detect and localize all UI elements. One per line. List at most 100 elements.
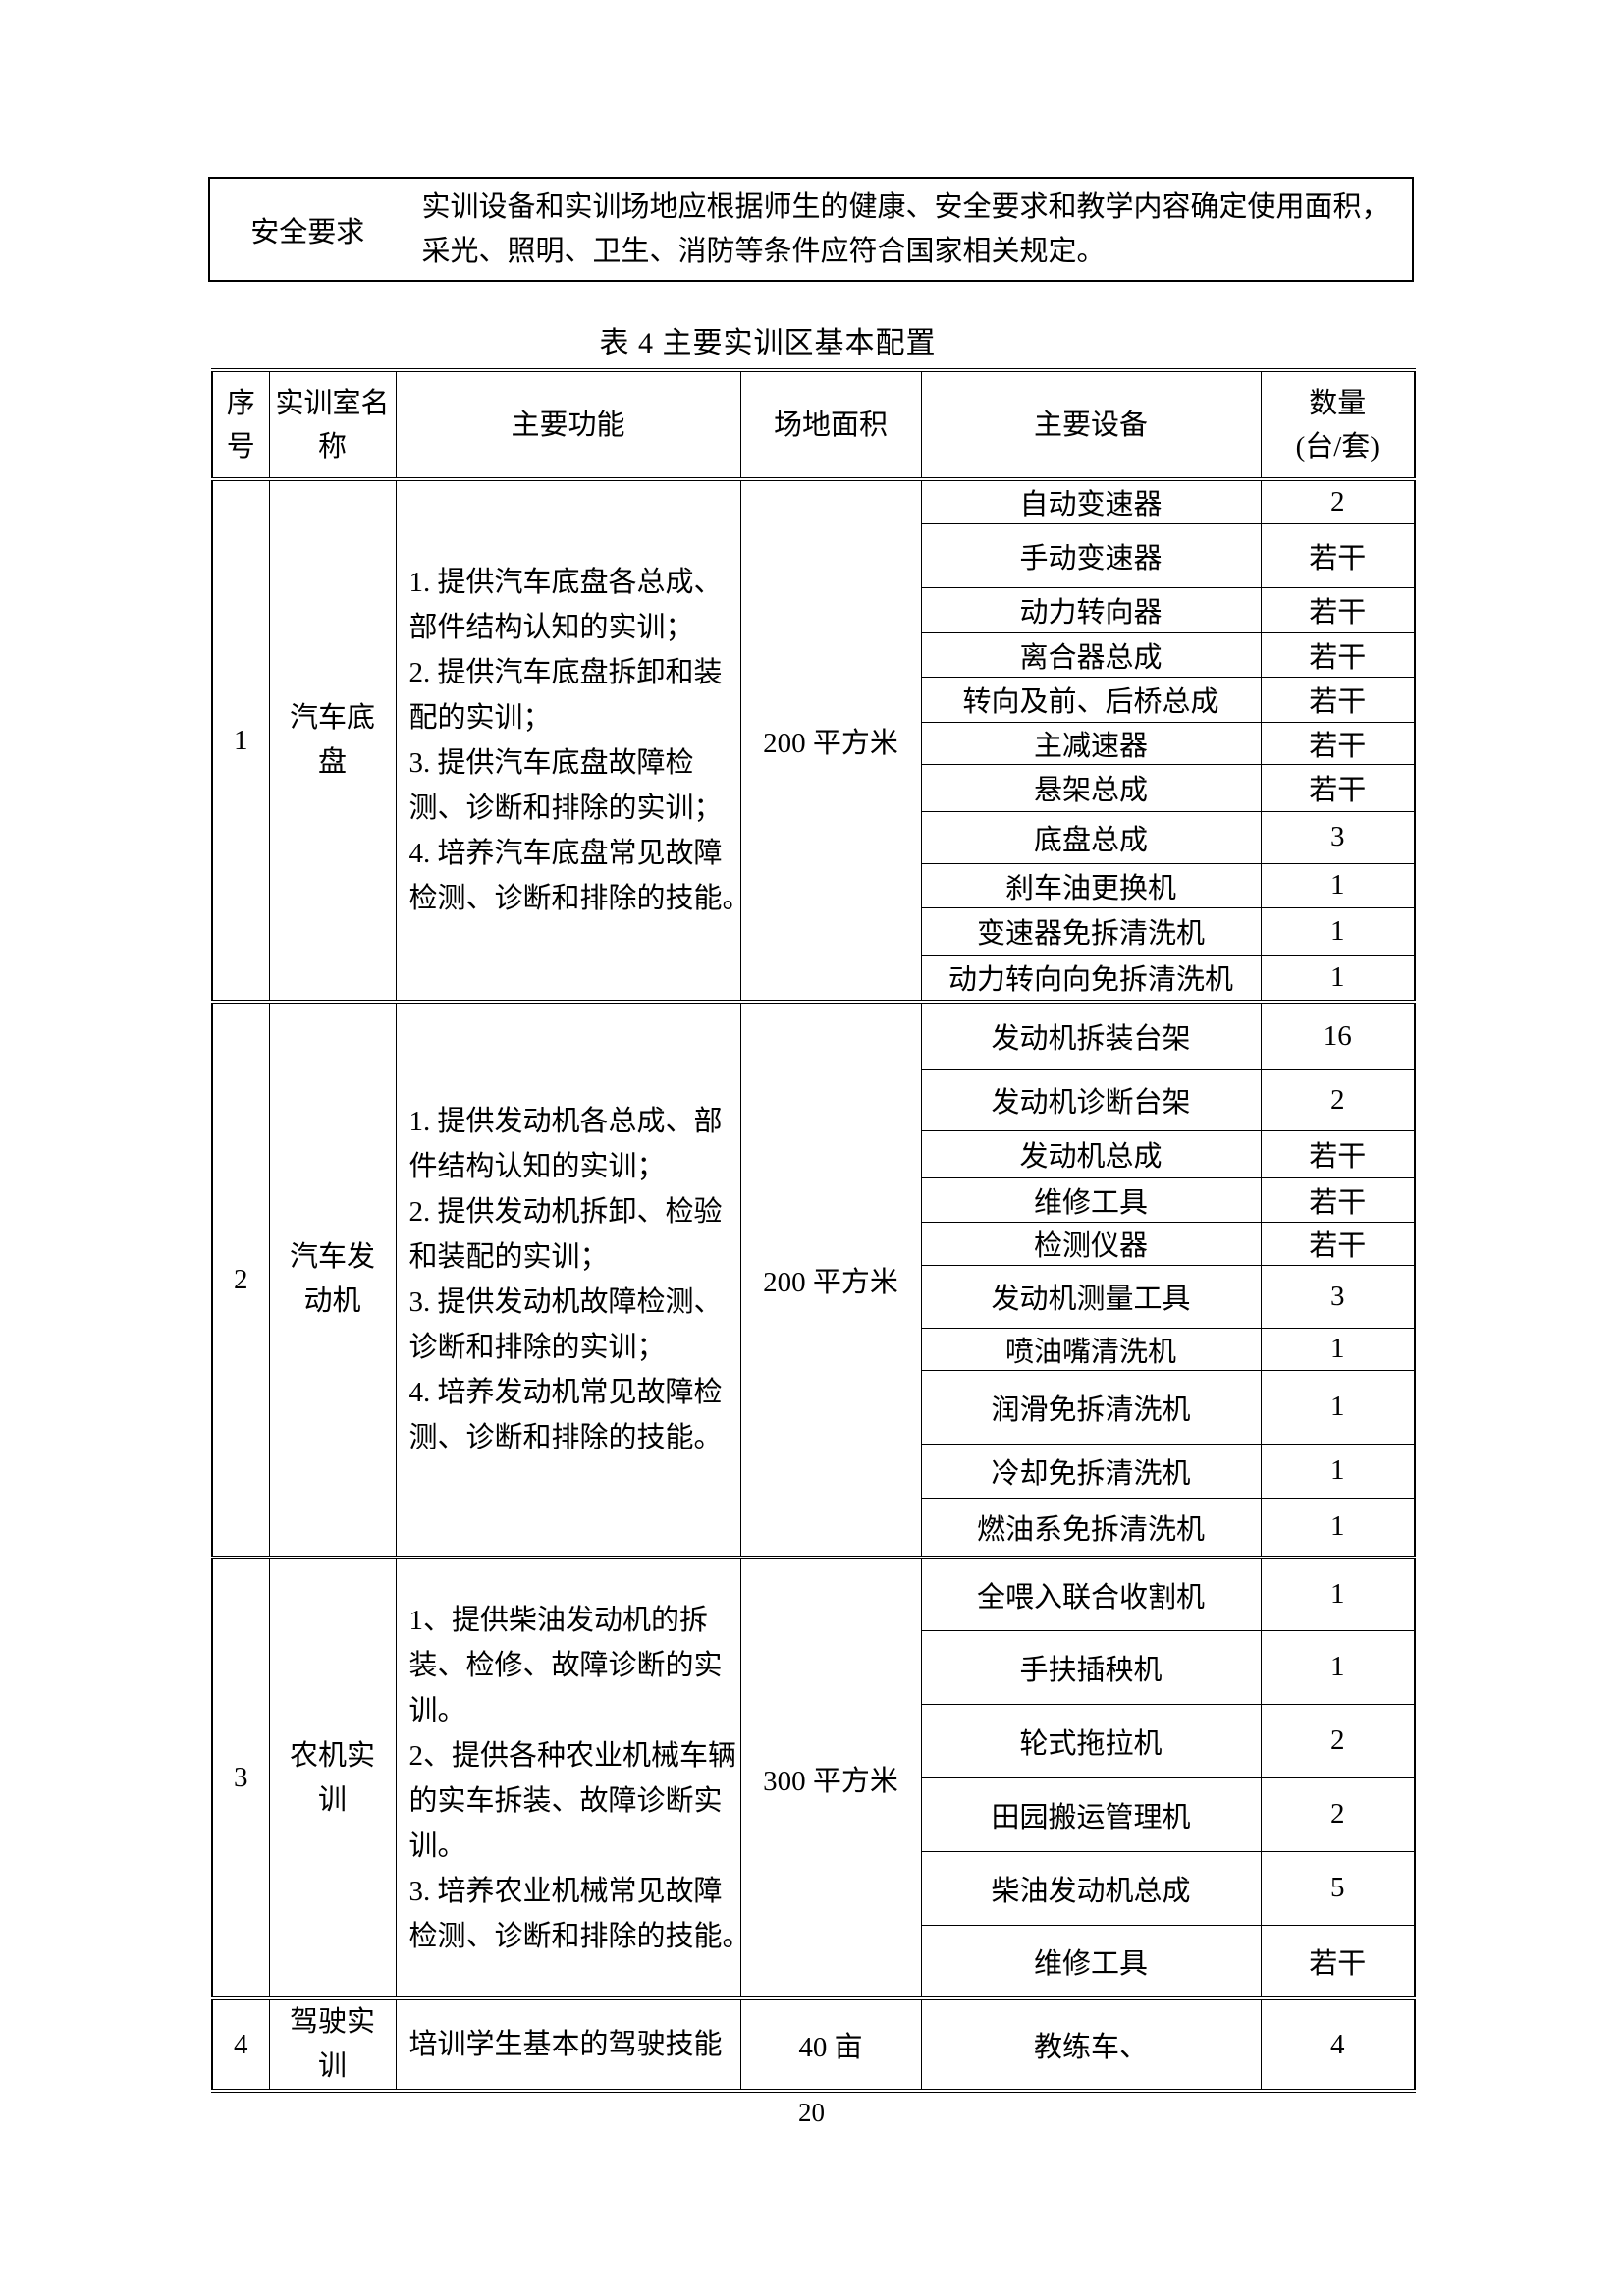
function-cell: 1. 提供汽车底盘各总成、 部件结构认知的实训； 2. 提供汽车底盘拆卸和装 配的实训… [395, 477, 751, 1003]
table-row: 主减速器 若干 [212, 721, 1416, 765]
quantity-cell: 3 [1260, 1264, 1416, 1329]
table-row: 维修工具 若干 [212, 1924, 1416, 1999]
header-room: 实训室名称 [268, 369, 397, 481]
quantity-cell: 1 [1260, 1369, 1416, 1445]
area-cell: 300 平方米 [739, 1556, 922, 1999]
table-row: 3 农机实训 1、提供柴油发动机的拆 装、检修、故障诊断的实 训。 2、提供各种农业机械车… [211, 1556, 1416, 1999]
table-row: 润滑免拆清洗机 1 [212, 1369, 1416, 1445]
function-line: 3. 提供发动机故障检测、 [408, 1286, 723, 1318]
table-row: 手动变速器 若干 [212, 522, 1416, 588]
quantity-cell: 若干 [1260, 522, 1416, 588]
equipment-name-cell: 轮式拖拉机 [920, 1703, 1262, 1778]
safety-label: 安全要求 [250, 216, 365, 248]
function-cell: 培训学生基本的驾驶技能 [395, 1996, 741, 2092]
equipment-name-cell: 田园搬运管理机 [920, 1777, 1262, 1852]
table-row: 底盘总成 3 [212, 810, 1416, 864]
table-row: 1 汽车底盘 1. 提供汽车底盘各总成、 部件结构认知的实训； 2. 提供汽车底盘拆卸和… [211, 477, 1416, 1003]
quantity-cell: 1 [1260, 1629, 1416, 1705]
quantity-cell: 若干 [1260, 721, 1416, 765]
equipment-name-cell: 检测仪器 [920, 1221, 1262, 1266]
safety-requirements-table: 安全要求 实训设备和实训场地应根据师生的健康、安全要求和教学内容确定使用面积， … [208, 177, 1414, 282]
equipment-name-cell: 底盘总成 [920, 810, 1262, 864]
header-room-label: 实训室名称 [275, 387, 390, 463]
table-row: 悬架总成 若干 [212, 763, 1416, 812]
function-line: 培训学生基本的驾驶技能 [408, 2029, 723, 2060]
equipment-name-cell: 维修工具 [920, 1924, 1262, 1999]
safety-content-line: 采光、照明、卫生、消防等条件应符合国家相关规定。 [421, 235, 1106, 267]
equipment-name-cell: 教练车、 [920, 1996, 1262, 2092]
serial-cell: 4 [211, 1996, 270, 2092]
function-line: 训。 [408, 1694, 466, 1726]
page-number: 20 [798, 2098, 825, 2127]
area-cell: 40 亩 [739, 1996, 922, 2092]
equipment-name-cell: 喷油嘴清洗机 [920, 1327, 1262, 1371]
equipment-name-cell: 全喂入联合收割机 [920, 1556, 1262, 1631]
safety-label-cell: 安全要求 [208, 177, 406, 282]
equipment-name-cell: 发动机测量工具 [920, 1264, 1262, 1329]
header-function: 主要功能 [395, 369, 741, 481]
quantity-cell: 1 [1260, 1327, 1416, 1371]
serial-cell: 3 [211, 1556, 270, 1999]
quantity-cell: 2 [1260, 1777, 1416, 1852]
header-area-label: 场地面积 [773, 409, 888, 441]
header-function-label: 主要功能 [511, 409, 625, 441]
table-row: 动力转向向免拆清洗机 1 [212, 954, 1416, 1003]
header-quantity-unit-label: (台/套) [1295, 430, 1380, 463]
equipment-name-cell: 发动机拆装台架 [920, 1000, 1262, 1070]
function-line: 件结构认知的实训； [408, 1151, 666, 1182]
room-name-cell: 汽车发动机 [268, 1000, 397, 1558]
quantity-cell: 若干 [1260, 631, 1416, 678]
function-line: 的实车拆装、故障诊断实 [408, 1784, 723, 1817]
function-line: 1. 提供汽车底盘各总成、 [408, 567, 723, 598]
equipment-name-cell: 动力转向向免拆清洗机 [920, 954, 1262, 1003]
quantity-cell: 若干 [1260, 586, 1416, 633]
safety-content-line: 实训设备和实训场地应根据师生的健康、安全要求和教学内容确定使用面积， [421, 191, 1390, 223]
table-row: 轮式拖拉机 2 [212, 1703, 1416, 1778]
equipment-name-cell: 润滑免拆清洗机 [920, 1369, 1262, 1445]
function-line: 诊断和排除的实训； [408, 1332, 666, 1363]
equipment-name-cell: 变速器免拆清洗机 [920, 906, 1262, 956]
quantity-cell: 3 [1260, 810, 1416, 864]
table-row: 检测仪器 若干 [212, 1221, 1416, 1266]
function-line: 检测、诊断和排除的技能。 [408, 1920, 751, 1952]
quantity-cell: 1 [1260, 906, 1416, 956]
function-line: 测、诊断和排除的技能。 [408, 1422, 723, 1453]
room-name-cell: 农机实训 [268, 1556, 397, 1999]
table-row: 燃油系免拆清洗机 1 [212, 1497, 1416, 1558]
quantity-cell: 若干 [1260, 763, 1416, 812]
quantity-cell: 若干 [1260, 1129, 1416, 1178]
table-row: 4 驾驶实训 培训学生基本的驾驶技能 40 亩教练车、 4 [211, 1996, 1416, 2092]
table-row: 发动机总成 若干 [212, 1129, 1416, 1178]
header-equipment: 主要设备 [920, 369, 1262, 481]
header-area: 场地面积 [739, 369, 922, 481]
equipment-name-cell: 离合器总成 [920, 631, 1262, 678]
quantity-cell: 若干 [1260, 1924, 1416, 1999]
function-cell: 1、提供柴油发动机的拆 装、检修、故障诊断的实 训。 2、提供各种农业机械车辆 的实车拆… [395, 1556, 751, 1999]
function-line: 3. 提供汽车底盘故障检 [408, 747, 694, 779]
quantity-cell: 1 [1260, 1556, 1416, 1631]
function-line: 装、检修、故障诊断的实 [408, 1649, 723, 1681]
function-line: 3. 培养农业机械常见故障 [408, 1875, 723, 1907]
equipment-name-cell: 刹车油更换机 [920, 862, 1262, 908]
equipment-name-cell: 手扶插秧机 [920, 1629, 1262, 1705]
table-header-row: 序号 实训室名称 主要功能 场地面积 主要设备 数量 (台/套) [211, 369, 1416, 481]
quantity-cell: 1 [1260, 1497, 1416, 1558]
equipment-name-cell: 自动变速器 [920, 477, 1262, 524]
equipment-name-cell: 手动变速器 [920, 522, 1262, 588]
function-line: 2、提供各种农业机械车辆 [408, 1739, 737, 1772]
equipment-name-cell: 冷却免拆清洗机 [920, 1443, 1262, 1499]
table-title: 表 4 主要实训区基本配置 [599, 327, 937, 359]
function-line: 配的实训； [408, 702, 552, 734]
room-name-cell: 汽车底盘 [268, 477, 397, 1003]
area-cell: 200 平方米 [739, 477, 922, 1003]
quantity-cell: 5 [1260, 1850, 1416, 1926]
quantity-cell: 1 [1260, 1443, 1416, 1499]
table-row: 柴油发动机总成 5 [212, 1850, 1416, 1926]
quantity-cell: 若干 [1260, 1221, 1416, 1266]
equipment-name-cell: 柴油发动机总成 [920, 1850, 1262, 1926]
function-line: 部件结构认知的实训； [408, 612, 694, 643]
table-row: 刹车油更换机 1 [212, 862, 1416, 908]
table-row: 田园搬运管理机 2 [212, 1777, 1416, 1852]
serial-cell: 1 [211, 477, 270, 1003]
